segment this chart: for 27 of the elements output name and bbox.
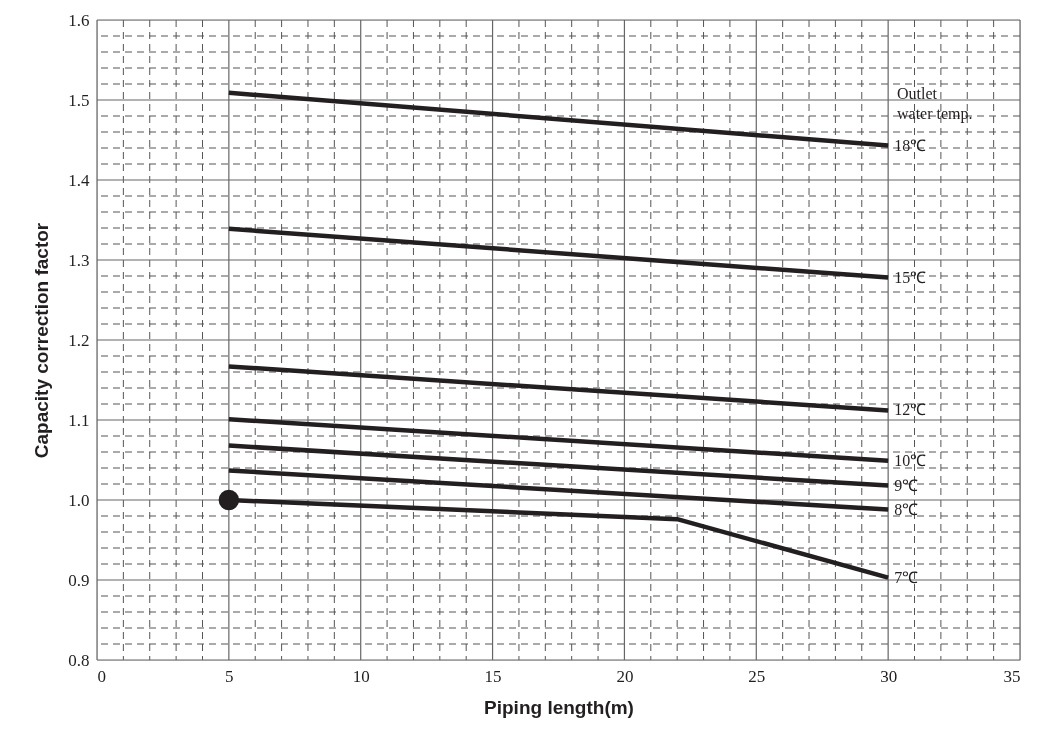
y-tick-label: 0.8 (68, 650, 90, 670)
series-label: 18℃ (894, 136, 927, 154)
series-label: 10℃ (894, 451, 927, 469)
y-tick-label: 1.5 (68, 90, 90, 110)
series-label: 12℃ (894, 401, 927, 419)
series-label: 7℃ (894, 568, 919, 586)
y-tick-label: 1.6 (68, 10, 90, 30)
y-tick-label: 0.9 (68, 570, 90, 590)
annotation: Outlet water temp. (897, 85, 973, 123)
y-axis-title: Capacity correction factor (31, 222, 53, 459)
x-tick-label: 35 (1003, 666, 1021, 686)
y-tick-label: 1.2 (68, 330, 90, 350)
series-label: 8℃ (894, 500, 919, 518)
x-tick-label: 20 (616, 666, 634, 686)
y-tick-label: 1.3 (68, 250, 90, 270)
x-tick-label: 0 (97, 666, 106, 686)
x-tick-label: 5 (225, 666, 234, 686)
series-label: 15℃ (894, 268, 927, 286)
x-tick-label: 30 (880, 666, 898, 686)
x-tick-label: 10 (352, 666, 370, 686)
y-tick-label: 1.4 (68, 170, 90, 190)
series-label: 9℃ (894, 476, 919, 494)
x-tick-label: 25 (748, 666, 766, 686)
y-tick-label: 1.1 (68, 410, 90, 430)
x-tick-label: 15 (484, 666, 502, 686)
x-axis-title: Piping length(m) (484, 696, 634, 718)
y-tick-label: 1.0 (68, 490, 90, 510)
